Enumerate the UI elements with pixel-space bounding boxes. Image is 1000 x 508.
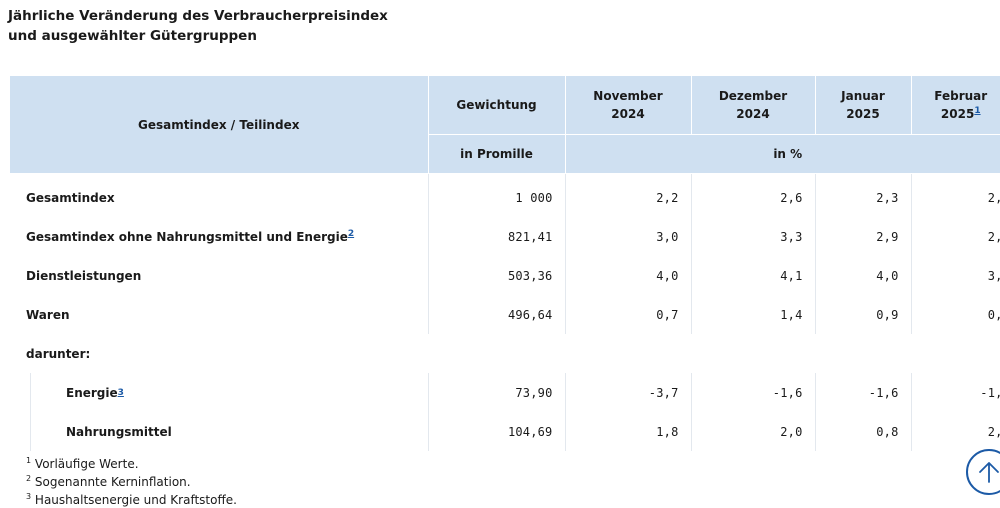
value-cell: 2,3: [987, 190, 1000, 205]
row-label-cell: Gesamtindex: [10, 173, 429, 217]
header-month-jan: Januar 2025: [815, 76, 912, 135]
table-title-line-1: Jährliche Veränderung des Verbraucherpre…: [8, 8, 388, 24]
footnote-link-1[interactable]: 1: [974, 106, 981, 116]
footnote-mark: 2: [26, 474, 32, 483]
section-row: darunter:: [10, 334, 1000, 373]
section-label: darunter:: [26, 346, 91, 361]
weight-cell: 73,90: [428, 373, 566, 412]
table-row: Nahrungsmittel 104,691,82,00,8 2,4: [10, 412, 1000, 451]
value-cell: 2,6: [691, 173, 816, 217]
row-label-cell: Gesamtindex ohne Nahrungsmittel und Ener…: [10, 217, 429, 256]
footnote-link-3[interactable]: 3: [117, 387, 124, 398]
footnote-item: 3 Haushaltsenergie und Kraftstoffe.: [26, 491, 237, 508]
row-label-cell: Waren: [10, 295, 429, 334]
value-cell: 4,0: [565, 256, 692, 295]
footnote-text: Vorläufige Werte.: [34, 457, 139, 471]
row-label: Waren: [26, 307, 70, 322]
header-index-label: Gesamtindex / Teilindex: [10, 76, 429, 174]
weight-cell: 821,41: [428, 217, 566, 256]
arrow-up-icon: [979, 462, 999, 483]
value-cell: 3,3: [691, 217, 816, 256]
header-month-year: 2025: [846, 107, 880, 121]
header-month-name: November: [593, 89, 663, 103]
row-label: Nahrungsmittel: [66, 424, 172, 439]
weight-cell: 1 000: [428, 173, 566, 217]
weight-cell: 503,36: [428, 256, 566, 295]
row-indent: Energie 3: [30, 373, 416, 412]
value-cell: 3,0: [565, 217, 692, 256]
value-cell: 2,0: [691, 412, 816, 451]
value-cell: 2,4: [987, 424, 1000, 439]
cpi-table: Gesamtindex / Teilindex Gewichtung Novem…: [10, 76, 1000, 451]
value-cell: 0,7: [565, 295, 692, 334]
value-cell: 2,3: [815, 173, 912, 217]
header-weight-unit: in Promille: [428, 134, 566, 174]
header-month-name: Februar: [934, 89, 988, 103]
footnote-text: Sogenannte Kerninflation.: [34, 475, 191, 489]
row-label: Energie: [66, 385, 118, 400]
value-cell: 3,8: [987, 268, 1000, 283]
footnote-item: 1 Vorläufige Werte.: [26, 455, 237, 473]
value-cell: -1,6: [691, 373, 816, 412]
value-cell: 2,6: [987, 229, 1000, 244]
row-label: Gesamtindex: [26, 190, 115, 205]
table-row: Gesamtindex ohne Nahrungsmittel und Ener…: [10, 217, 1000, 256]
header-month-nov: November 2024: [565, 76, 692, 135]
header-change-unit: in %: [565, 134, 1000, 174]
value-cell: 4,1: [691, 256, 816, 295]
header-month-name: Dezember: [718, 89, 788, 103]
value-cell: -3,7: [565, 373, 692, 412]
header-month-name: Januar: [841, 89, 885, 103]
value-cell: 1,8: [565, 412, 692, 451]
row-label: Gesamtindex ohne Nahrungsmittel und Ener…: [26, 229, 348, 244]
header-month-year: 2024: [736, 107, 770, 121]
weight-cell: 104,69: [428, 412, 566, 451]
value-cell: 0,9: [987, 307, 1000, 322]
weight-cell: 496,64: [428, 295, 566, 334]
scroll-to-top-button[interactable]: [966, 449, 1000, 495]
table-title-line-2: und ausgewählter Gütergruppen: [8, 28, 257, 44]
value-cell: -1,6: [815, 373, 912, 412]
value-cell: 0,8: [815, 412, 912, 451]
value-cell: 4,0: [815, 256, 912, 295]
value-cell: 0,9: [815, 295, 912, 334]
footnote-link-2[interactable]: 2: [347, 228, 355, 239]
value-cell: 1,4: [691, 295, 816, 334]
footnote-text: Haushaltsenergie und Kraftstoffe.: [34, 493, 237, 507]
header-month-dec: Dezember 2024: [691, 76, 816, 135]
header-month-year: 2025: [940, 107, 975, 121]
value-cell: -1,8: [980, 385, 1000, 400]
value-cell: 2,9: [815, 217, 912, 256]
row-indent: Nahrungsmittel: [30, 412, 416, 451]
header-month-feb: Februar 20251: [911, 76, 1000, 135]
footnotes: 1 Vorläufige Werte. 2 Sogenannte Kerninfl…: [26, 455, 237, 508]
header-month-year: 2024: [611, 107, 645, 121]
value-cell: 2,2: [565, 173, 692, 217]
footnote-item: 2 Sogenannte Kerninflation.: [26, 473, 237, 491]
footnote-mark: 1: [26, 456, 32, 465]
footnote-mark: 3: [26, 492, 32, 501]
table-title: Jährliche Veränderung des Verbraucherpre…: [8, 6, 388, 46]
row-label-cell: Nahrungsmittel: [10, 412, 429, 451]
row-label: Dienstleistungen: [26, 268, 142, 283]
row-label-cell: Energie 3: [10, 373, 429, 412]
row-label-cell: Dienstleistungen: [10, 256, 429, 295]
header-weight: Gewichtung: [428, 76, 566, 135]
